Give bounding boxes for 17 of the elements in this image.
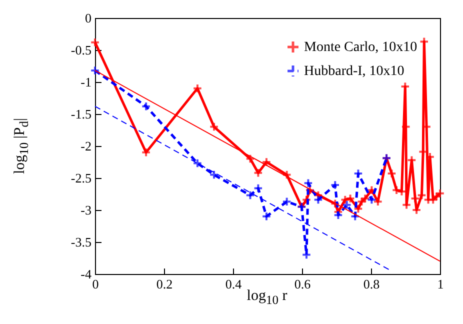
x-tick-label: 0.6	[294, 276, 312, 292]
x-tick-label: 0.8	[363, 276, 380, 292]
y-tick-label: -0.5	[70, 42, 92, 58]
legend-label: Monte Carlo, 10x10	[304, 40, 418, 55]
y-tick-label: -2	[80, 138, 92, 154]
y-tick-label: -4	[80, 266, 92, 282]
legend-label: Hubbard-I, 10x10	[304, 64, 404, 79]
x-axis-title: log$_{10}$ r	[246, 288, 288, 308]
y-tick-label: -3	[80, 202, 92, 218]
x-tick-label: 0.2	[156, 276, 173, 292]
y-tick-label: 0	[85, 10, 92, 26]
x-tick-label: 0.4	[225, 276, 242, 292]
y-tick-label: -2.5	[70, 170, 92, 186]
y-tick-label: -3.5	[70, 234, 92, 250]
y-tick-label: -1.5	[70, 106, 92, 122]
y-tick-label: -1	[80, 74, 92, 90]
x-tick-label: 1	[437, 276, 444, 292]
